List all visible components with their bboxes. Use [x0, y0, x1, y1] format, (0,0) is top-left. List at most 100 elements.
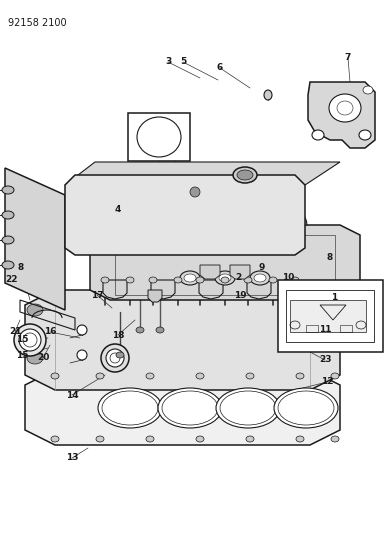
Bar [128, 113, 190, 161]
Ellipse shape [219, 274, 231, 282]
Ellipse shape [254, 274, 266, 282]
Polygon shape [65, 175, 305, 255]
Ellipse shape [27, 304, 43, 316]
Ellipse shape [246, 373, 254, 379]
Text: 14: 14 [66, 391, 78, 400]
Ellipse shape [296, 436, 304, 442]
Ellipse shape [174, 277, 182, 283]
Polygon shape [128, 207, 172, 225]
Ellipse shape [246, 436, 254, 442]
Ellipse shape [101, 344, 129, 372]
Ellipse shape [156, 327, 164, 333]
Ellipse shape [250, 271, 270, 285]
Ellipse shape [158, 388, 222, 428]
Ellipse shape [77, 325, 87, 335]
Ellipse shape [233, 167, 257, 183]
Ellipse shape [331, 373, 339, 379]
Text: 10: 10 [282, 273, 294, 282]
Ellipse shape [184, 274, 196, 282]
Polygon shape [218, 207, 262, 225]
Text: 23: 23 [319, 356, 331, 365]
Text: 16: 16 [44, 327, 56, 336]
Ellipse shape [136, 327, 144, 333]
Ellipse shape [190, 187, 200, 197]
Text: 3: 3 [165, 58, 171, 67]
Ellipse shape [116, 352, 124, 358]
Polygon shape [199, 280, 223, 299]
Ellipse shape [180, 271, 200, 285]
Text: 11: 11 [319, 326, 331, 335]
Ellipse shape [291, 277, 299, 283]
Polygon shape [247, 280, 271, 299]
Ellipse shape [296, 373, 304, 379]
Ellipse shape [2, 186, 14, 194]
Ellipse shape [126, 277, 134, 283]
Polygon shape [200, 265, 220, 279]
Ellipse shape [98, 388, 162, 428]
Ellipse shape [149, 277, 157, 283]
Ellipse shape [51, 436, 59, 442]
Text: 9: 9 [259, 263, 265, 272]
Ellipse shape [77, 350, 87, 360]
Text: 19: 19 [234, 290, 246, 300]
Text: 15: 15 [16, 351, 28, 359]
Text: 20: 20 [37, 353, 49, 362]
Polygon shape [5, 168, 65, 310]
Bar [340, 325, 352, 332]
Polygon shape [173, 207, 217, 225]
Ellipse shape [216, 388, 280, 428]
Text: 12: 12 [321, 377, 333, 386]
Text: 15: 15 [16, 335, 28, 344]
Text: OIL FILL: OIL FILL [151, 136, 167, 140]
Ellipse shape [329, 94, 361, 122]
Polygon shape [290, 300, 366, 332]
Ellipse shape [221, 277, 229, 283]
Ellipse shape [196, 373, 204, 379]
Ellipse shape [146, 373, 154, 379]
Ellipse shape [244, 277, 252, 283]
Ellipse shape [196, 277, 204, 283]
Text: 8: 8 [18, 263, 24, 272]
Ellipse shape [106, 349, 124, 367]
Ellipse shape [2, 261, 14, 269]
Polygon shape [25, 290, 340, 390]
Text: 13: 13 [66, 454, 78, 463]
Polygon shape [90, 225, 360, 300]
Polygon shape [263, 207, 307, 225]
Text: 6: 6 [217, 63, 223, 72]
Bar [278, 280, 383, 352]
Text: 1: 1 [331, 294, 337, 303]
Ellipse shape [309, 306, 327, 324]
Ellipse shape [237, 170, 253, 180]
Text: 17: 17 [91, 290, 103, 300]
Ellipse shape [215, 271, 235, 285]
Ellipse shape [14, 324, 46, 356]
Text: ENGINE: ENGINE [151, 128, 167, 132]
Ellipse shape [146, 436, 154, 442]
Ellipse shape [101, 277, 109, 283]
Ellipse shape [264, 90, 272, 100]
Ellipse shape [274, 388, 338, 428]
Text: 8: 8 [327, 254, 333, 262]
Ellipse shape [331, 436, 339, 442]
Ellipse shape [2, 211, 14, 219]
Polygon shape [230, 265, 250, 279]
Text: 4: 4 [115, 206, 121, 214]
Polygon shape [65, 162, 340, 185]
Polygon shape [148, 290, 162, 302]
Ellipse shape [27, 352, 43, 364]
Ellipse shape [27, 329, 43, 341]
Polygon shape [151, 280, 175, 299]
Bar [306, 325, 318, 332]
Polygon shape [103, 280, 127, 299]
Polygon shape [25, 370, 340, 445]
Text: 21: 21 [9, 327, 21, 336]
Text: 92158 2100: 92158 2100 [8, 18, 67, 28]
Text: 5: 5 [180, 58, 186, 67]
Ellipse shape [2, 236, 14, 244]
Ellipse shape [19, 329, 41, 351]
Ellipse shape [269, 277, 277, 283]
Ellipse shape [304, 301, 332, 329]
Ellipse shape [312, 130, 324, 140]
Bar [286, 290, 374, 342]
